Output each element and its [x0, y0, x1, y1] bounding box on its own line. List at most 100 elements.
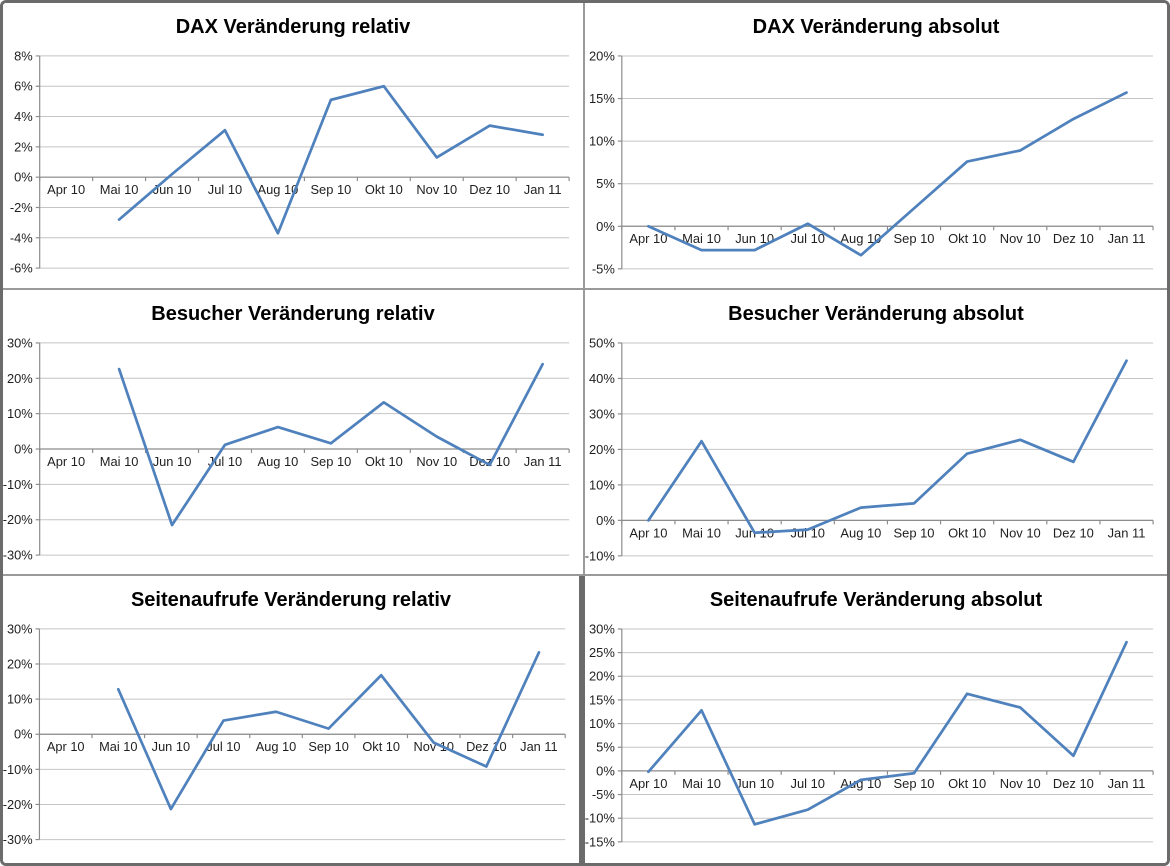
panel-dax-relativ: DAX Veränderung relativ -6% -4% -2% 0% 2% 4% 6…: [3, 3, 585, 290]
x-tick-label: Jun 10: [735, 231, 774, 246]
x-tick-label: Aug 10: [256, 739, 297, 754]
chart-title-seitenaufrufe-relativ: Seitenaufrufe Veränderung relativ: [130, 589, 452, 612]
x-tick-label: Jul 10: [208, 182, 242, 197]
x-tick-label: Nov 10: [416, 182, 457, 197]
x-tick-label: Apr 10: [629, 525, 667, 540]
data-series-line: [116, 651, 541, 811]
y-tick-label: 30%: [7, 335, 33, 350]
x-tick-label: Okt 10: [948, 231, 986, 246]
dax-relativ-chart: -6% -4% -2% 0% 2% 4% 6% 8% Apr 10 Mai 10 Jun 10 Jul…: [10, 48, 570, 276]
x-tick-label: Jul 10: [791, 776, 825, 791]
x-tick-label: Jun 10: [153, 182, 192, 197]
x-tick-label: Sep 10: [894, 231, 935, 246]
panel-dax-absolut: DAX Veränderung absolut -5% 0% 5% 10% 15% 20%…: [585, 3, 1167, 290]
x-tick-label: Nov 10: [1000, 776, 1041, 791]
chart-title-besucher-absolut: Besucher Veränderung absolut: [728, 302, 1024, 325]
y-tick-label: 20%: [7, 657, 33, 672]
x-tick-label: Apr 10: [47, 739, 85, 754]
x-tick-label: Apr 10: [629, 776, 667, 791]
x-tick-label: Nov 10: [414, 739, 455, 754]
y-tick-label: 6%: [14, 79, 33, 94]
besucher-absolut-chart: -10%0%10%20%30%40%50%Apr 10 Mai 10 Jun 10 J…: [585, 335, 1154, 563]
x-tick-label: Apr 10: [629, 231, 667, 246]
y-tick-label: -10%: [585, 811, 615, 826]
x-tick-label: Sep 10: [310, 454, 351, 469]
y-tick-label: 2%: [14, 139, 33, 154]
y-tick-label: -15%: [585, 835, 615, 850]
y-tick-label: 15%: [589, 693, 615, 708]
x-tick-label: Dez 10: [469, 182, 510, 197]
dax-absolut-chart: -5% 0% 5% 10% 15% 20% Apr 10 Mai 10 Jun 10 Jul 10…: [589, 48, 1154, 276]
y-tick-label: 0%: [14, 727, 32, 742]
data-series-line: [117, 362, 545, 527]
panel-besucher-relativ: Besucher Veränderung relativ -30% -20% -10…: [3, 289, 585, 577]
y-tick-label: -6%: [10, 261, 33, 276]
x-tick-label: Jul 10: [791, 231, 825, 246]
chart-title-seitenaufrufe-absolut: Seitenaufrufe Veränderung absolut: [709, 589, 1043, 612]
x-tick-label: Mai 10: [99, 739, 137, 754]
y-tick-label: 0%: [14, 441, 33, 456]
y-tick-label: -4%: [10, 230, 33, 245]
chart-title-dax-absolut: DAX Veränderung absolut: [752, 16, 1000, 38]
x-tick-label: Okt 10: [365, 182, 403, 197]
seitenaufrufe-relativ-chart: -30% -20% -10% 0% 10% 20% 30% Apr 10 Mai 10 Jun 1…: [3, 622, 566, 847]
x-tick-label: Nov 10: [1000, 525, 1041, 540]
x-tick-label: Aug 10: [258, 454, 299, 469]
y-tick-label: -5%: [592, 261, 615, 276]
y-tick-label: -30%: [3, 832, 33, 847]
besucher-relativ-chart: -30% -20% -10% 0% 10% 20% 30% Apr 10 Mai 10 Jun 1…: [3, 335, 570, 562]
y-tick-label: 0%: [14, 170, 33, 185]
y-tick-label: 0%: [596, 764, 615, 779]
panel-besucher-absolut: Besucher Veränderung absolut -10% 0% 10% 20…: [585, 289, 1167, 577]
x-tick-label: Jan 11: [520, 739, 557, 754]
x-tick-label: Mai 10: [682, 776, 721, 791]
x-tick-label: Aug 10: [258, 182, 299, 197]
x-tick-label: Okt 10: [365, 454, 403, 469]
y-tick-label: 40%: [589, 371, 615, 386]
x-tick-label: Dez 10: [1053, 231, 1094, 246]
y-tick-label: -30%: [3, 547, 33, 562]
x-tick-label: Okt 10: [362, 739, 400, 754]
x-tick-label: Okt 10: [948, 525, 986, 540]
chart-title-besucher-relativ: Besucher Veränderung relativ: [151, 302, 435, 325]
x-tick-label: Jun 10: [152, 739, 190, 754]
data-series-line: [647, 641, 1128, 827]
y-tick-label: -10%: [3, 476, 33, 491]
x-tick-label: Jun 10: [153, 454, 192, 469]
y-tick-label: 10%: [589, 716, 615, 731]
x-tick-label: Sep 10: [308, 739, 349, 754]
x-tick-label: Apr 10: [47, 454, 85, 469]
y-tick-label: 10%: [589, 477, 615, 492]
x-tick-label: Okt 10: [948, 776, 986, 791]
y-tick-label: 20%: [589, 48, 615, 63]
y-tick-label: 20%: [589, 669, 615, 684]
x-tick-label: Jul 10: [206, 739, 240, 754]
seitenaufrufe-absolut-chart: -15% -10% -5% 0% 5% 10% 15% 20% 25% 30% Apr 10 Mai …: [585, 622, 1154, 850]
y-tick-label: -2%: [10, 200, 33, 215]
y-tick-label: 10%: [7, 406, 33, 421]
y-tick-label: 4%: [14, 109, 33, 124]
y-tick-label: 15%: [589, 91, 615, 106]
x-tick-label: Jan 11: [524, 454, 562, 469]
x-tick-label: Jan 11: [1108, 525, 1146, 540]
x-tick-label: Nov 10: [416, 454, 457, 469]
x-tick-label: Dez 10: [469, 454, 510, 469]
data-series-line: [647, 358, 1128, 534]
y-tick-label: 50%: [589, 335, 615, 350]
y-tick-label: 10%: [7, 692, 33, 707]
x-tick-label: Jan 11: [1108, 776, 1146, 791]
x-tick-label: Aug 10: [840, 231, 881, 246]
x-tick-label: Aug 10: [840, 525, 881, 540]
y-tick-label: 20%: [7, 370, 33, 385]
data-series-line: [647, 91, 1128, 257]
y-tick-label: 0%: [596, 219, 615, 234]
x-tick-label: Mai 10: [682, 231, 721, 246]
y-tick-label: 5%: [596, 176, 615, 191]
x-tick-label: Mai 10: [682, 525, 721, 540]
x-tick-label: Jul 10: [791, 525, 825, 540]
x-tick-label: Mai 10: [100, 454, 139, 469]
x-tick-label: Jan 11: [524, 182, 562, 197]
y-tick-label: 8%: [14, 48, 33, 63]
x-tick-label: Apr 10: [47, 182, 85, 197]
